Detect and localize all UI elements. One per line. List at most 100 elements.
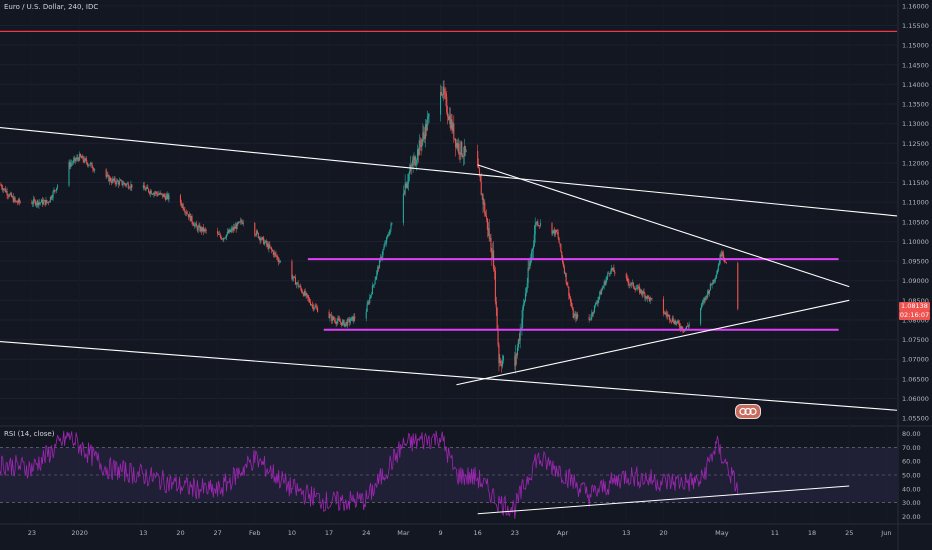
candle-body	[428, 114, 430, 117]
candle-body	[478, 168, 481, 176]
candle-body	[439, 92, 442, 115]
candle-body	[4, 188, 6, 193]
candle-body	[163, 194, 166, 197]
candle-body	[478, 166, 480, 169]
candle-body	[349, 320, 351, 323]
candle-body	[93, 169, 95, 171]
candle-body	[495, 301, 497, 308]
candle-body	[422, 132, 424, 140]
candle-body	[78, 158, 80, 161]
candle-body	[631, 282, 633, 285]
candle-body	[242, 222, 244, 224]
candle-body	[378, 267, 380, 269]
candle-body	[646, 295, 649, 299]
candle-body	[45, 200, 47, 205]
candle-body	[420, 144, 422, 147]
candle-body	[717, 265, 719, 271]
candle-body	[33, 199, 36, 201]
time-tick-label: 18	[808, 529, 816, 537]
candle-body	[570, 302, 573, 307]
candle-body	[564, 273, 566, 274]
candle-body	[716, 270, 718, 275]
candle-body	[120, 180, 122, 182]
candle-body	[499, 360, 501, 363]
price-tick-label: 1.08000	[902, 316, 929, 324]
candle-body	[412, 160, 414, 167]
candle-body	[333, 319, 335, 321]
candle-body	[278, 259, 280, 263]
candle-body	[539, 222, 542, 226]
candle-body	[121, 180, 123, 185]
candle-body	[295, 283, 297, 285]
candle-body	[297, 282, 299, 287]
candle-body	[390, 224, 392, 230]
candle-body	[144, 188, 146, 191]
rsi-tick-label: 80.00	[902, 430, 921, 438]
candle-body	[446, 97, 448, 113]
candle-body	[152, 193, 154, 195]
price-tick-label: 1.07500	[902, 336, 929, 344]
candle-body	[10, 193, 13, 197]
candle-body	[551, 222, 553, 234]
candle-body	[110, 177, 112, 182]
candle-body	[8, 195, 10, 197]
candle-body	[226, 231, 228, 235]
candle-body	[527, 267, 529, 284]
chart-title: Euro / U.S. Dollar, 240, IDC	[4, 3, 99, 11]
candle-body	[146, 186, 148, 189]
candle-body	[488, 228, 490, 239]
candle-body	[110, 181, 113, 183]
candle-body	[183, 209, 185, 211]
candle-body	[254, 222, 256, 235]
candle-body	[440, 92, 442, 95]
candle-body	[481, 194, 483, 196]
candle-body	[184, 210, 186, 213]
candle-body	[704, 296, 706, 302]
candle-body	[330, 315, 332, 316]
candle-body	[190, 216, 192, 221]
candle-body	[452, 123, 454, 131]
candle-body	[635, 288, 637, 290]
candle-body	[196, 226, 198, 231]
candle-body	[43, 200, 45, 202]
candle-body	[630, 284, 632, 286]
price-tick-label: 1.10500	[902, 218, 929, 226]
candle-body	[17, 202, 19, 204]
candle-body	[40, 202, 42, 203]
candle-body	[185, 212, 187, 213]
candle-body	[558, 238, 560, 244]
candle-body	[315, 306, 317, 308]
candle-body	[676, 322, 678, 324]
candle-body	[539, 225, 541, 227]
candle-body	[223, 237, 225, 240]
candle-body	[703, 300, 705, 302]
candle-body	[240, 220, 242, 222]
candle-body	[678, 323, 680, 327]
candle-body	[596, 303, 598, 304]
price-tick-label: 1.14500	[902, 61, 929, 69]
candle-body	[237, 222, 239, 224]
candle-body	[723, 254, 725, 259]
candle-body	[712, 279, 714, 285]
candle-body	[18, 199, 20, 203]
candle-body	[700, 304, 703, 308]
candle-body	[224, 237, 226, 239]
price-tick-label: 1.10000	[902, 238, 929, 246]
candle-body	[629, 284, 631, 286]
candle-body	[688, 323, 690, 327]
candle-body	[721, 252, 723, 257]
candle-body	[570, 297, 572, 303]
candle-body	[5, 191, 7, 193]
candle-body	[415, 163, 417, 166]
candle-body	[225, 237, 227, 239]
candle-body	[347, 319, 350, 320]
candle-body	[272, 251, 274, 255]
candle-body	[408, 174, 410, 182]
candle-body	[234, 225, 236, 229]
candle-body	[686, 326, 688, 327]
candle-body	[192, 222, 194, 225]
candle-body	[494, 270, 496, 302]
candle-body	[483, 202, 485, 205]
time-tick-label: 2020	[71, 529, 88, 537]
